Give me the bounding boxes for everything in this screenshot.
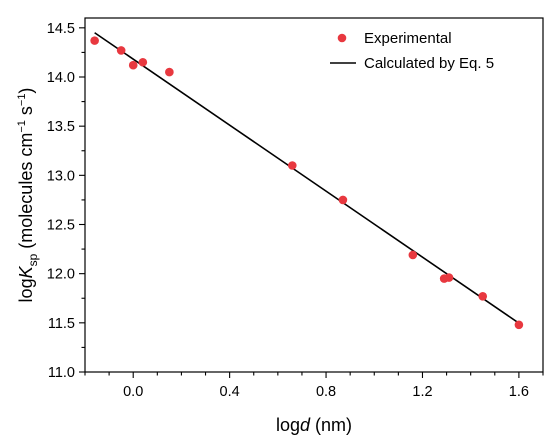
experimental-point (90, 36, 99, 45)
axis-titles: logd (nm)logKsp (molecules cm−1 s−1) (16, 88, 352, 435)
legend-label: Experimental (364, 30, 452, 47)
experimental-point (288, 161, 297, 170)
experimental-point (444, 273, 454, 282)
legend: Experimental Calculated by Eq. 5 (330, 30, 494, 72)
calculated-line (94, 32, 522, 326)
y-tick-label: 11.0 (48, 365, 75, 381)
y-axis-title-sub: sp (26, 253, 40, 266)
x-tick-label: 0.4 (220, 384, 240, 400)
y-axis-title-exp2: −1 (16, 94, 28, 107)
x-tick-label: 0.0 (123, 384, 143, 400)
x-axis-title: logd (nm) (276, 415, 352, 435)
experimental-point (338, 195, 348, 205)
axes: 0.0 0.4 0.8 1.2 1.6 11.0 11.5 12.0 12.5 13.0 13.5 1… (47, 17, 544, 400)
experimental-point (408, 250, 418, 260)
y-tick-label: 12.5 (47, 218, 75, 234)
x-tick-label: 0.8 (316, 384, 336, 400)
y-tick-label: 11.5 (48, 316, 75, 332)
y-axis-title: logKsp (molecules cm−1 s−1) (16, 88, 40, 303)
y-tick-label: 14.0 (47, 70, 75, 86)
legend-label: Calculated by Eq. 5 (364, 55, 494, 72)
y-axis-title-var: K (16, 265, 36, 278)
experimental-point (165, 67, 174, 77)
x-tick-label: 1.6 (509, 384, 529, 400)
x-tick-label: 1.2 (412, 384, 432, 400)
experimental-point (478, 291, 488, 301)
x-axis-title-prefix: log (276, 415, 300, 435)
experimental-point (514, 320, 524, 330)
series-layer (90, 32, 524, 330)
y-tick-label: 13.0 (47, 168, 75, 184)
y-axis-title-mid: s (16, 106, 36, 120)
x-axis-title-suffix: (nm) (310, 415, 352, 435)
y-axis-title-end: ) (16, 88, 36, 94)
experimental-point (138, 57, 148, 67)
legend-marker-experimental (337, 33, 347, 43)
experimental-point (116, 46, 126, 55)
y-tick-label: 14.5 (47, 21, 75, 37)
y-tick-label: 12.0 (47, 267, 75, 283)
x-axis-title-var: d (300, 415, 311, 435)
y-tick-label: 13.5 (47, 119, 75, 135)
y-axis-title-prefix: log (16, 278, 36, 302)
y-axis-title-suffix: (molecules cm (16, 133, 36, 254)
experimental-point (128, 60, 138, 70)
y-axis-title-exp1: −1 (16, 120, 28, 133)
plot-frame (84, 17, 544, 373)
